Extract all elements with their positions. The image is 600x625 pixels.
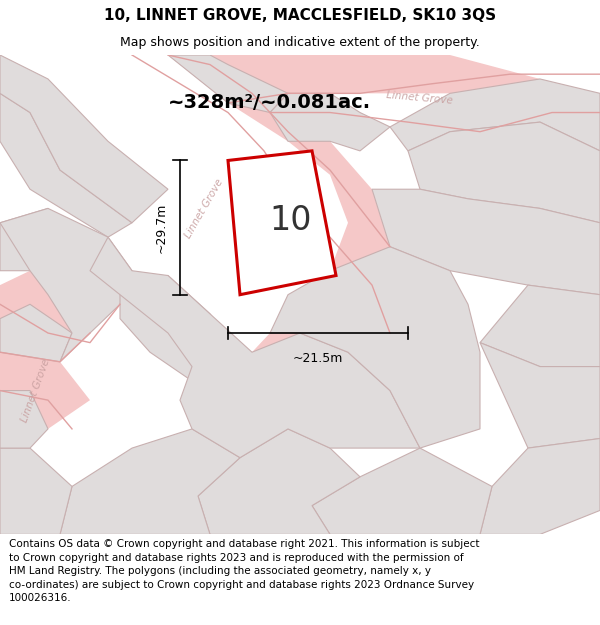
Text: ~21.5m: ~21.5m [293, 352, 343, 365]
Polygon shape [372, 189, 600, 294]
Polygon shape [90, 237, 420, 458]
Polygon shape [480, 285, 600, 367]
Polygon shape [312, 448, 492, 534]
Polygon shape [60, 429, 240, 534]
Text: ~29.7m: ~29.7m [155, 202, 168, 252]
Polygon shape [0, 247, 120, 352]
Polygon shape [480, 342, 600, 448]
Polygon shape [0, 448, 72, 534]
Polygon shape [0, 304, 72, 362]
Text: 10: 10 [270, 204, 312, 237]
Polygon shape [168, 55, 600, 151]
Text: Contains OS data © Crown copyright and database right 2021. This information is : Contains OS data © Crown copyright and d… [9, 539, 479, 603]
Polygon shape [270, 93, 390, 151]
Text: Linnet Grove: Linnet Grove [386, 90, 454, 106]
Polygon shape [0, 391, 48, 448]
Text: Linnet Grove: Linnet Grove [183, 177, 225, 240]
Polygon shape [168, 55, 288, 112]
Polygon shape [0, 208, 132, 362]
Polygon shape [270, 247, 480, 448]
Polygon shape [228, 151, 336, 294]
Polygon shape [480, 439, 600, 534]
Polygon shape [390, 79, 600, 151]
Text: ~328m²/~0.081ac.: ~328m²/~0.081ac. [168, 93, 371, 112]
Polygon shape [0, 55, 168, 222]
Polygon shape [0, 352, 90, 429]
Polygon shape [0, 208, 72, 271]
Text: 10, LINNET GROVE, MACCLESFIELD, SK10 3QS: 10, LINNET GROVE, MACCLESFIELD, SK10 3QS [104, 8, 496, 23]
Text: Map shows position and indicative extent of the property.: Map shows position and indicative extent… [120, 36, 480, 49]
Polygon shape [0, 93, 132, 237]
Polygon shape [132, 55, 390, 400]
Polygon shape [198, 429, 360, 534]
Polygon shape [120, 276, 240, 381]
Text: Linnet Grove: Linnet Grove [20, 357, 52, 424]
Polygon shape [408, 122, 600, 222]
